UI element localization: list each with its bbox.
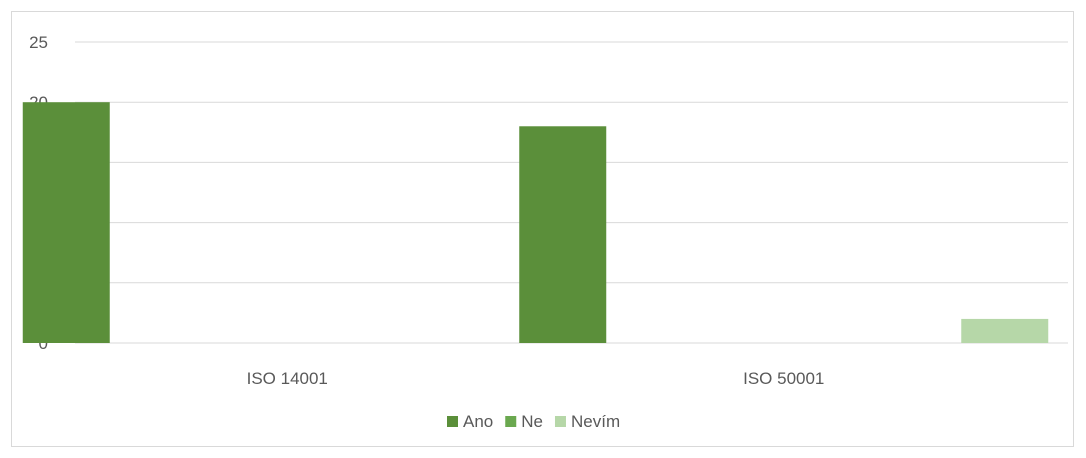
gridlines xyxy=(75,41,1068,344)
legend-label: Ne xyxy=(521,412,543,431)
legend-label: Nevím xyxy=(571,412,620,431)
x-tick-label: ISO 50001 xyxy=(743,369,824,388)
legend-swatch-ano xyxy=(447,416,458,427)
legend-swatch-nevím xyxy=(554,416,566,427)
x-axis-ticks: ISO 14001 ISO 50001 xyxy=(247,369,825,388)
bar-ano-2 xyxy=(519,126,607,343)
y-tick-label: 25 xyxy=(29,33,48,52)
legend-label: Ano xyxy=(463,412,493,431)
bar-ano-1 xyxy=(22,102,110,343)
legend-swatch-ne xyxy=(505,416,517,427)
bars xyxy=(22,102,1049,343)
y-tick-label: 0 xyxy=(39,334,48,353)
x-tick-label: ISO 14001 xyxy=(247,369,328,388)
legend: Ano Ne Nevím xyxy=(447,412,620,431)
bar-nevím-2 xyxy=(961,318,1049,343)
